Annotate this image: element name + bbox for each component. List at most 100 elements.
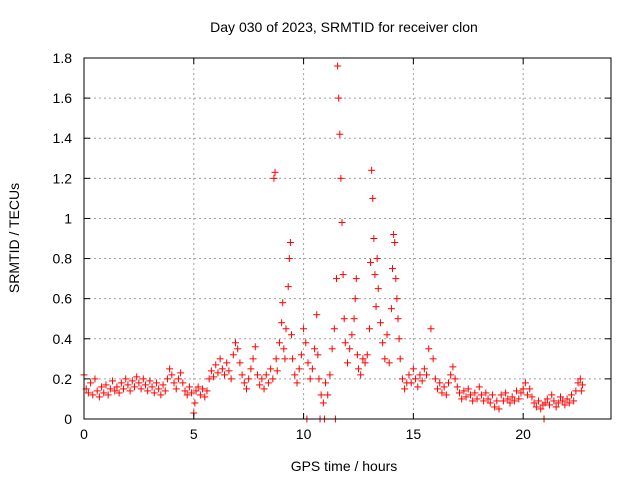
- y-tick-label: 1.2: [53, 170, 73, 186]
- data-point: [434, 385, 442, 393]
- y-tick-labels: 0 0.2 0.4 0.6 0.8 1 1.2 1.4 1.6 1.8: [53, 50, 73, 427]
- data-point: [91, 375, 99, 383]
- data-point: [546, 401, 554, 409]
- data-point: [258, 375, 266, 383]
- data-point: [192, 387, 200, 395]
- data-point: [530, 399, 538, 407]
- data-point: [196, 391, 204, 399]
- data-point: [306, 375, 314, 383]
- data-point: [565, 399, 573, 407]
- data-point: [425, 345, 433, 353]
- data-point: [559, 397, 567, 405]
- data-point: [137, 385, 145, 393]
- data-point: [471, 389, 479, 397]
- data-point: [556, 393, 564, 401]
- data-point: [383, 331, 391, 339]
- data-point: [570, 397, 578, 405]
- data-point: [407, 379, 415, 387]
- data-point: [405, 371, 413, 379]
- data-point: [493, 397, 501, 405]
- data-point: [322, 379, 330, 387]
- data-point: [128, 377, 136, 385]
- data-point: [394, 315, 402, 323]
- data-point: [234, 345, 242, 353]
- data-point: [144, 387, 152, 395]
- data-point: [163, 375, 171, 383]
- data-point: [373, 255, 381, 263]
- data-point: [442, 391, 450, 399]
- data-point: [236, 359, 244, 367]
- data-point: [286, 239, 294, 247]
- data-point: [567, 391, 575, 399]
- data-point: [295, 365, 303, 373]
- data-point: [201, 393, 209, 401]
- data-point: [423, 371, 431, 379]
- data-point: [280, 345, 288, 353]
- data-point: [387, 305, 395, 313]
- data-point: [270, 174, 278, 182]
- grid-lines: [84, 58, 611, 419]
- data-point: [548, 391, 556, 399]
- data-point: [363, 351, 371, 359]
- data-point: [314, 351, 322, 359]
- data-points: [80, 62, 586, 423]
- data-point: [111, 387, 119, 395]
- data-point: [216, 355, 224, 363]
- data-point: [135, 379, 143, 387]
- data-point: [262, 371, 270, 379]
- axis-ticks: [83, 57, 611, 420]
- y-tick-label: 0: [64, 411, 72, 427]
- data-point: [131, 383, 139, 391]
- data-point: [302, 339, 310, 347]
- data-point: [469, 397, 477, 405]
- data-point: [368, 166, 376, 174]
- data-point: [563, 395, 571, 403]
- data-point: [253, 371, 261, 379]
- data-point: [284, 283, 292, 291]
- data-point: [367, 259, 375, 267]
- data-point: [174, 375, 182, 383]
- data-point: [109, 377, 117, 385]
- data-point: [120, 385, 128, 393]
- y-tick-label: 0.2: [53, 371, 73, 387]
- data-point: [139, 375, 147, 383]
- data-point: [285, 255, 293, 263]
- data-point: [464, 385, 472, 393]
- data-point: [313, 311, 321, 319]
- data-point: [339, 271, 347, 279]
- data-point: [552, 403, 560, 411]
- data-point: [335, 94, 343, 102]
- data-point: [267, 365, 275, 373]
- x-axis-label: GPS time / hours: [291, 458, 398, 474]
- data-point: [462, 393, 470, 401]
- data-point: [561, 401, 569, 409]
- data-point: [333, 275, 341, 283]
- data-point: [168, 371, 176, 379]
- data-point: [84, 389, 92, 397]
- data-point: [460, 387, 468, 395]
- data-point: [517, 389, 525, 397]
- data-point: [379, 339, 387, 347]
- data-point: [466, 391, 474, 399]
- data-point: [264, 379, 272, 387]
- data-point: [279, 299, 287, 307]
- data-point: [486, 399, 494, 407]
- data-point: [482, 389, 490, 397]
- data-point: [271, 168, 279, 176]
- data-point: [390, 230, 398, 238]
- data-point: [304, 359, 312, 367]
- data-point: [449, 363, 457, 371]
- data-point: [371, 271, 379, 279]
- x-tick-label: 0: [80, 426, 88, 442]
- data-point: [510, 397, 518, 405]
- data-point: [148, 383, 156, 391]
- data-point: [357, 371, 365, 379]
- data-point: [326, 371, 334, 379]
- data-point: [191, 399, 199, 407]
- y-tick-label: 1.4: [53, 130, 73, 146]
- data-point: [188, 389, 196, 397]
- data-point: [396, 355, 404, 363]
- data-point: [337, 174, 345, 182]
- data-point: [499, 397, 507, 405]
- data-point: [104, 391, 112, 399]
